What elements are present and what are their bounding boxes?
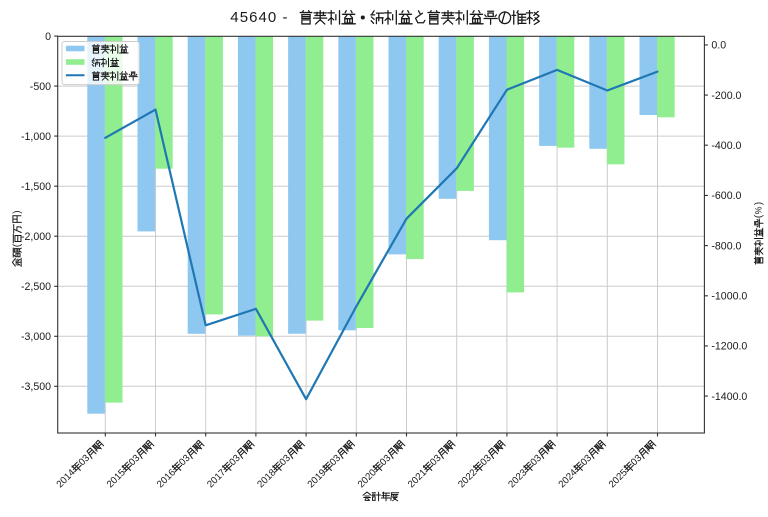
svg-text:-800.0: -800.0: [711, 240, 741, 252]
svg-text:-600.0: -600.0: [711, 190, 741, 202]
svg-text:-1200.0: -1200.0: [711, 341, 747, 353]
svg-text:-1,000: -1,000: [21, 131, 51, 143]
svg-text:-2,500: -2,500: [21, 281, 51, 293]
svg-text:(: (: [12, 243, 23, 247]
svg-text:-500: -500: [30, 81, 51, 93]
svg-text:%: %: [754, 206, 764, 214]
svg-text:-2,000: -2,000: [21, 231, 51, 243]
svg-text:-1000.0: -1000.0: [711, 291, 747, 303]
svg-text:): ): [754, 202, 765, 205]
svg-text:-1400.0: -1400.0: [711, 391, 747, 403]
svg-text:-3,500: -3,500: [21, 381, 51, 393]
svg-text:-3,000: -3,000: [21, 331, 51, 343]
svg-text:-1,500: -1,500: [21, 181, 51, 193]
svg-text:-200.0: -200.0: [711, 90, 741, 102]
svg-text:-400.0: -400.0: [711, 140, 741, 152]
svg-text:0: 0: [45, 31, 51, 43]
svg-text:): ): [12, 210, 23, 213]
svg-text:45640 -: 45640 -: [230, 9, 288, 26]
svg-text:0.0: 0.0: [711, 40, 726, 52]
svg-text:(: (: [754, 214, 765, 218]
